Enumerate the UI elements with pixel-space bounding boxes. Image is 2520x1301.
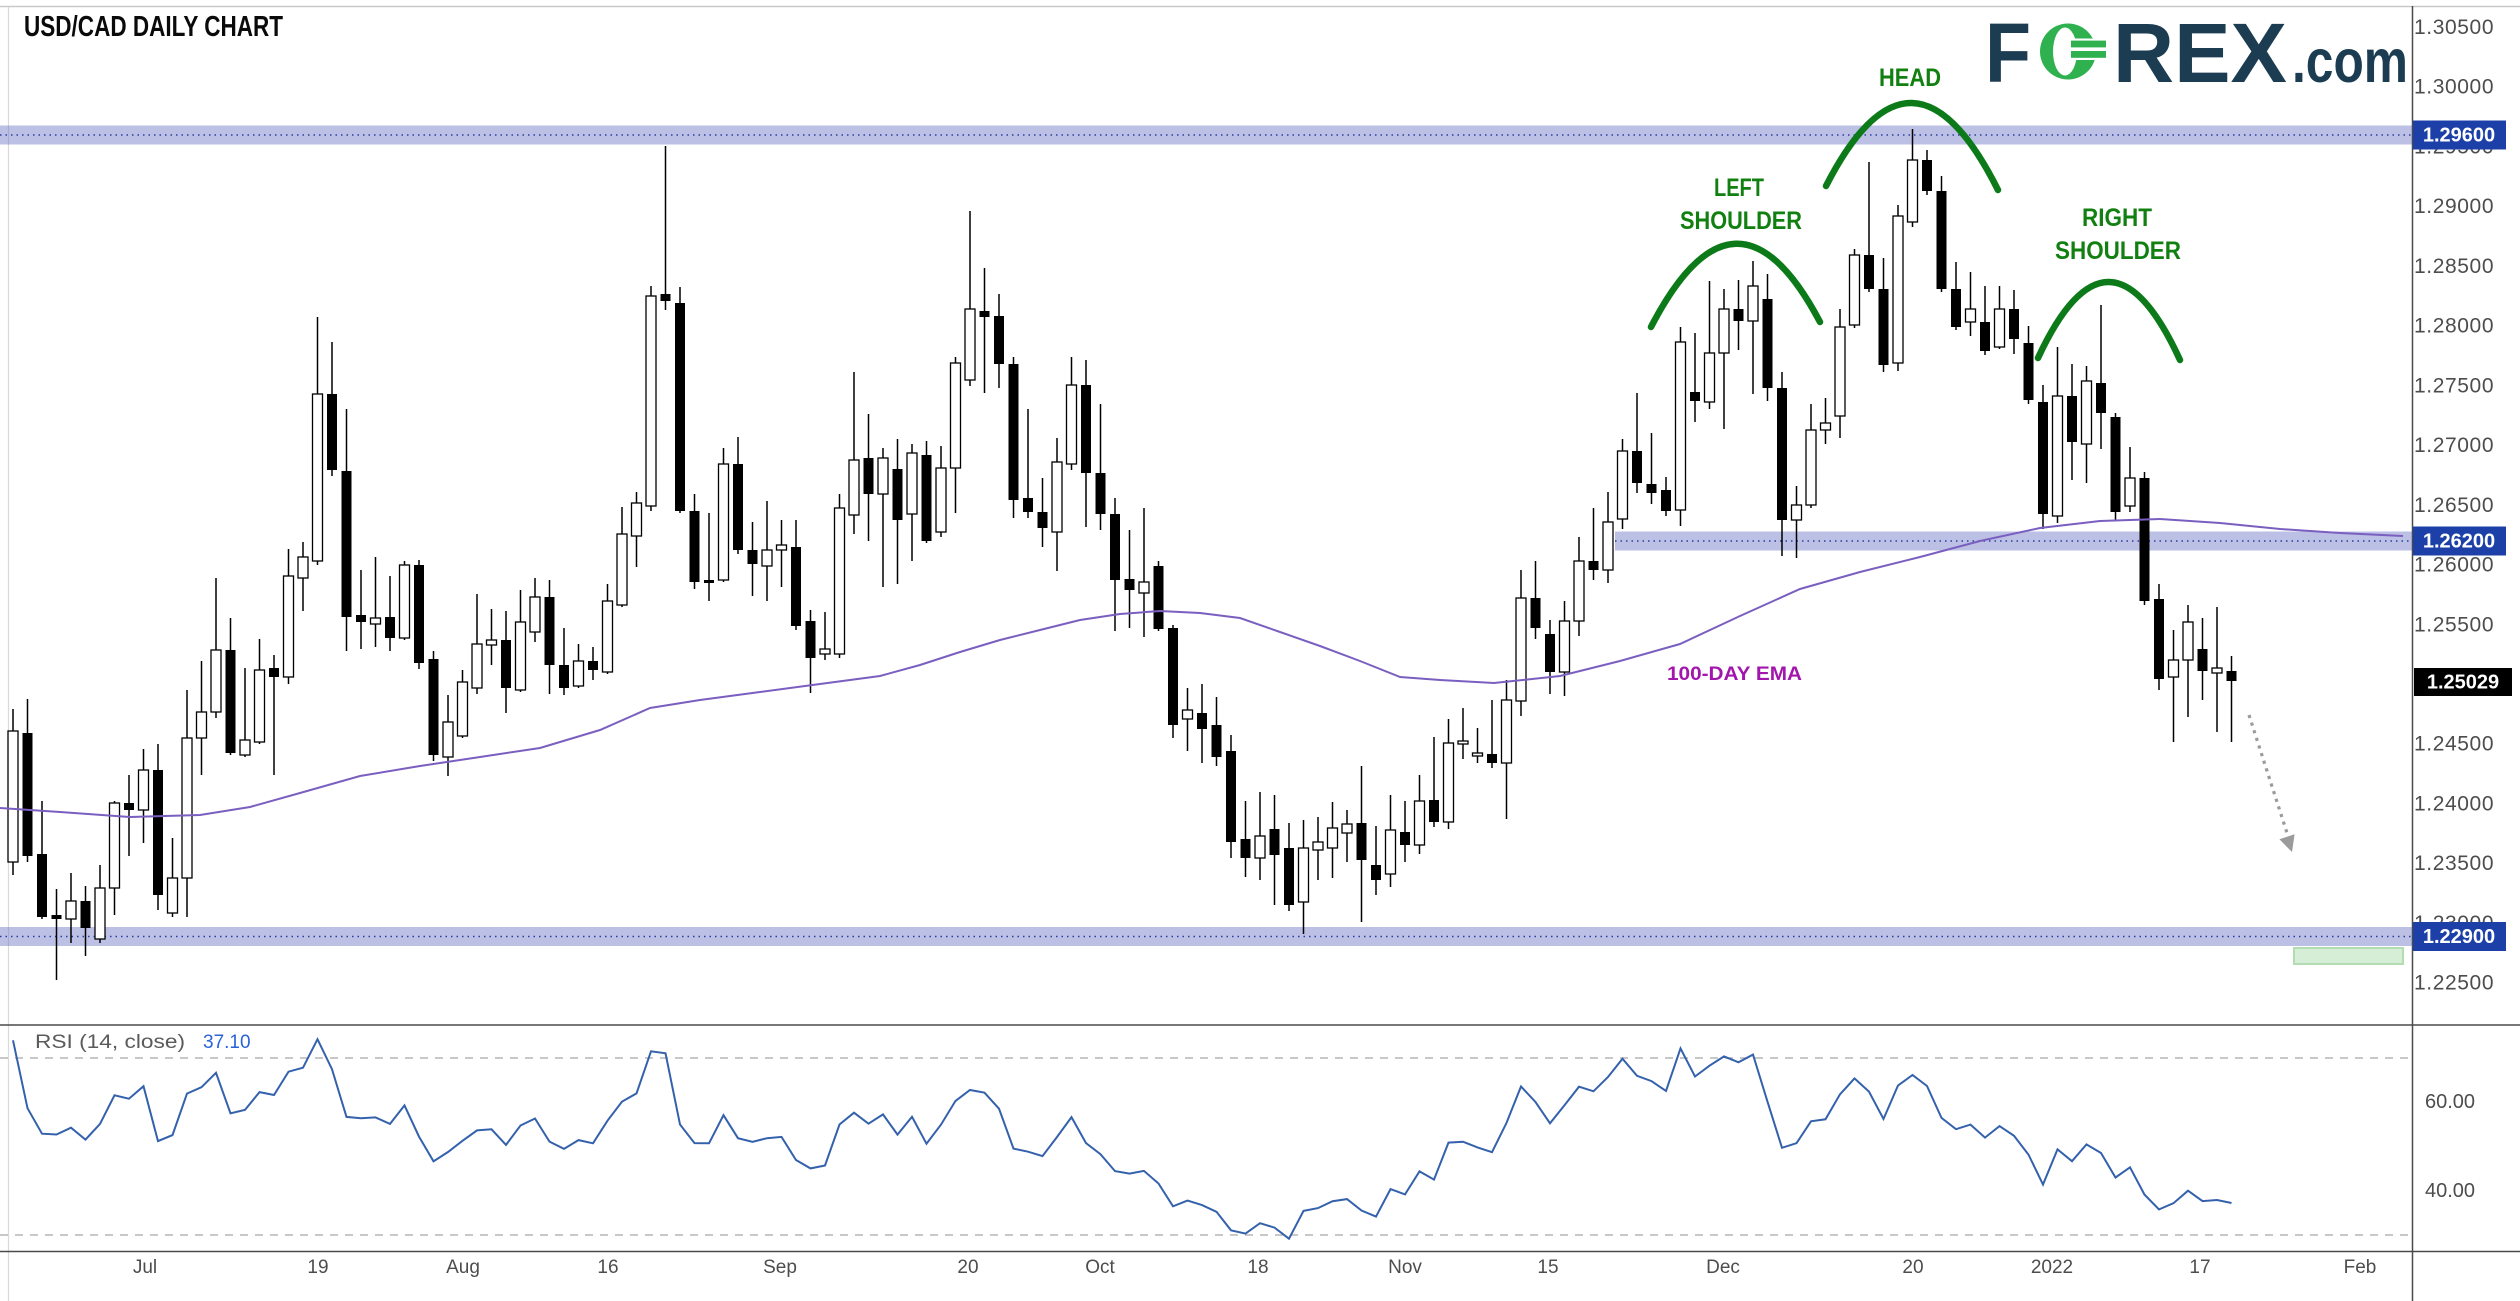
svg-text:1.24000: 1.24000	[2414, 793, 2494, 816]
svg-text:1.25029: 1.25029	[2427, 672, 2499, 694]
svg-text:1.26200: 1.26200	[2423, 531, 2495, 553]
svg-text:17: 17	[2189, 1257, 2210, 1278]
svg-text:REX: REX	[2113, 6, 2287, 100]
svg-text:F: F	[1985, 6, 2031, 100]
svg-text:15: 15	[1537, 1257, 1558, 1278]
svg-text:1.25500: 1.25500	[2414, 613, 2494, 636]
svg-text:RIGHT: RIGHT	[2082, 204, 2152, 232]
svg-text:Sep: Sep	[763, 1257, 797, 1278]
svg-text:USD/CAD DAILY CHART: USD/CAD DAILY CHART	[24, 11, 283, 43]
svg-text:40.00: 40.00	[2425, 1180, 2475, 1202]
svg-text:1.23500: 1.23500	[2414, 852, 2494, 875]
svg-text:Jul: Jul	[133, 1257, 157, 1278]
svg-text:Nov: Nov	[1388, 1257, 1422, 1278]
svg-text:1.24500: 1.24500	[2414, 733, 2494, 756]
svg-text:Aug: Aug	[446, 1257, 480, 1278]
svg-text:1.29600: 1.29600	[2423, 125, 2495, 147]
svg-text:RSI (14, close): RSI (14, close)	[35, 1032, 185, 1053]
svg-text:Dec: Dec	[1706, 1257, 1740, 1278]
svg-text:1.22500: 1.22500	[2414, 972, 2494, 995]
svg-text:1.22900: 1.22900	[2423, 926, 2495, 948]
svg-text:37.10: 37.10	[203, 1032, 251, 1053]
svg-text:20: 20	[1902, 1257, 1923, 1278]
svg-text:18: 18	[1247, 1257, 1268, 1278]
svg-text:2022: 2022	[2031, 1257, 2073, 1278]
svg-text:LEFT: LEFT	[1714, 174, 1764, 202]
svg-text:19: 19	[307, 1257, 328, 1278]
svg-text:16: 16	[597, 1257, 618, 1278]
svg-text:Oct: Oct	[1085, 1257, 1115, 1278]
svg-text:Feb: Feb	[2344, 1257, 2377, 1278]
svg-text:HEAD: HEAD	[1879, 64, 1941, 92]
svg-text:1.26000: 1.26000	[2414, 554, 2494, 577]
svg-text:1.30500: 1.30500	[2414, 16, 2494, 39]
svg-text:60.00: 60.00	[2425, 1091, 2475, 1113]
svg-text:1.28000: 1.28000	[2414, 315, 2494, 338]
svg-text:.com: .com	[2292, 27, 2408, 95]
svg-text:SHOULDER: SHOULDER	[1680, 207, 1802, 235]
svg-text:1.27500: 1.27500	[2414, 374, 2494, 397]
svg-text:1.27000: 1.27000	[2414, 434, 2494, 457]
svg-text:1.26500: 1.26500	[2414, 494, 2494, 517]
svg-text:1.30000: 1.30000	[2414, 76, 2494, 99]
svg-text:20: 20	[957, 1257, 978, 1278]
svg-text:1.29000: 1.29000	[2414, 195, 2494, 218]
svg-text:SHOULDER: SHOULDER	[2055, 237, 2181, 265]
svg-text:1.28500: 1.28500	[2414, 255, 2494, 278]
svg-text:100-DAY EMA: 100-DAY EMA	[1667, 664, 1802, 685]
